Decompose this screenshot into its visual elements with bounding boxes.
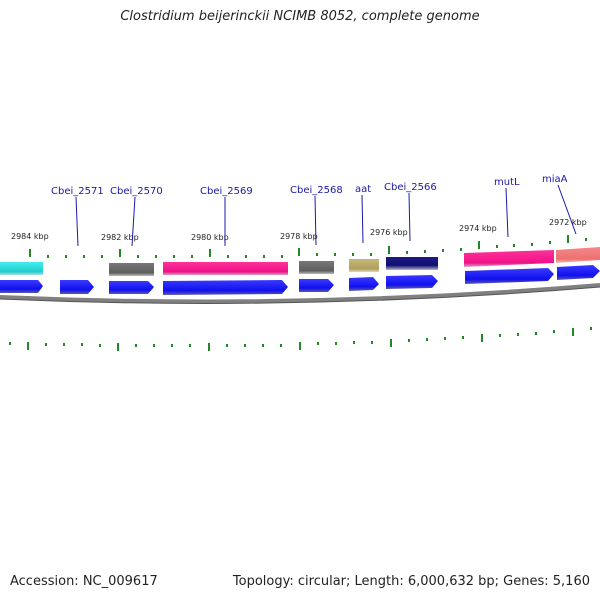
cog-feature[interactable] (109, 263, 154, 276)
label-leaders (75, 184, 577, 247)
leader-line (505, 187, 509, 238)
genome-title: Clostridium beijerinckii NCIMB 8052, com… (120, 9, 480, 24)
cog-feature[interactable] (163, 262, 288, 275)
gene-label[interactable]: Cbei_2570 (110, 186, 163, 197)
gene-label[interactable]: miaA (542, 174, 568, 185)
cog-feature[interactable] (349, 259, 379, 272)
cog-feature-ring (0, 247, 600, 276)
gene-arrow[interactable] (163, 280, 288, 295)
lower-tick-ring (9, 327, 592, 351)
gene-arrow[interactable] (109, 281, 154, 294)
leader-line (408, 192, 411, 242)
gene-arrow[interactable] (0, 280, 43, 293)
kbp-label: 2984 kbp (11, 232, 49, 241)
leader-line (75, 196, 79, 247)
cog-feature[interactable] (556, 247, 600, 263)
gene-arrow-ring (0, 265, 600, 295)
cog-feature[interactable] (0, 262, 43, 275)
gene-arrow[interactable] (349, 277, 379, 291)
leader-line (131, 196, 136, 247)
accession-label: Accession: NC_009617 (10, 574, 158, 589)
gene-label[interactable]: Cbei_2566 (384, 182, 437, 193)
leader-line (361, 194, 364, 244)
topology-label: Topology: circular; Length: 6,000,632 bp… (232, 574, 590, 589)
cog-feature[interactable] (386, 257, 438, 270)
upper-tick-ring (29, 235, 587, 258)
gene-label[interactable]: aat (355, 184, 371, 195)
gene-label[interactable]: Cbei_2571 (51, 186, 104, 197)
gene-label[interactable]: Cbei_2569 (200, 186, 253, 197)
gene-arrow[interactable] (465, 268, 554, 284)
gene-arrow[interactable] (557, 265, 600, 280)
genome-backbone (0, 283, 600, 304)
gene-arrow[interactable] (386, 275, 438, 289)
leader-line (314, 195, 317, 246)
gene-label[interactable]: Cbei_2568 (290, 185, 343, 196)
kbp-label: 2974 kbp (459, 224, 497, 233)
kbp-label: 2978 kbp (280, 232, 318, 241)
genome-backbone-shadow (0, 286, 600, 304)
cog-feature[interactable] (299, 261, 334, 274)
gene-arrow[interactable] (299, 279, 334, 292)
kbp-label: 2972 kbp (549, 218, 587, 227)
leader-line (557, 184, 577, 235)
kbp-label: 2976 kbp (370, 228, 408, 237)
kbp-label: 2982 kbp (101, 233, 139, 242)
gene-label[interactable]: mutL (494, 177, 520, 188)
gene-arrow[interactable] (60, 280, 94, 294)
kbp-label: 2980 kbp (191, 233, 229, 242)
cog-feature[interactable] (464, 250, 554, 267)
